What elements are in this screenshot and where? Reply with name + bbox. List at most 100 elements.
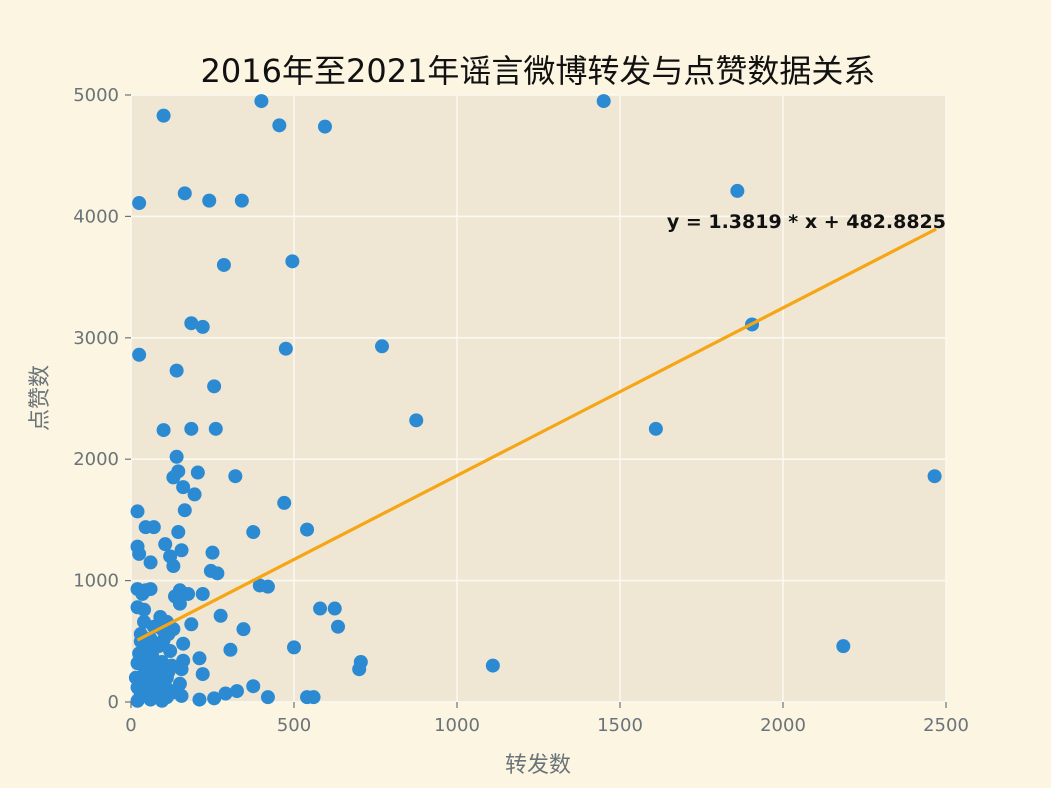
data-point	[184, 617, 199, 632]
data-point	[141, 661, 156, 676]
data-point	[177, 503, 192, 518]
data-point	[171, 525, 186, 540]
data-point	[163, 644, 178, 659]
data-point	[236, 622, 251, 637]
data-point	[596, 94, 611, 109]
data-point	[130, 693, 145, 708]
data-point	[177, 186, 192, 201]
y-axis-ticks: 0 1000 2000 3000 4000 5000	[73, 85, 131, 713]
data-point	[195, 319, 210, 334]
data-point	[164, 658, 179, 673]
data-point	[207, 691, 222, 706]
data-point	[234, 193, 249, 208]
data-point	[192, 651, 207, 666]
data-point	[260, 579, 275, 594]
data-point	[223, 642, 238, 657]
data-point	[216, 257, 231, 272]
data-point	[317, 119, 332, 134]
data-points	[128, 94, 942, 708]
data-point	[187, 487, 202, 502]
data-point	[246, 525, 261, 540]
data-point	[285, 254, 300, 269]
data-point	[306, 690, 321, 705]
y-tick-label: 0	[108, 692, 119, 713]
data-point	[184, 316, 199, 331]
y-axis-label: 点赞数	[28, 365, 53, 431]
data-point	[166, 470, 181, 485]
data-point	[260, 690, 275, 705]
data-point	[836, 639, 851, 654]
data-point	[172, 596, 187, 611]
data-point	[246, 679, 261, 694]
data-point	[158, 679, 173, 694]
regression-line	[136, 227, 937, 642]
data-point	[156, 423, 171, 438]
y-tick-label: 1000	[73, 571, 119, 592]
x-tick-label: 500	[277, 715, 311, 736]
data-point	[313, 601, 328, 616]
data-point	[138, 681, 153, 696]
data-point	[156, 108, 171, 123]
data-point	[205, 545, 220, 560]
x-tick-label: 1000	[434, 715, 480, 736]
y-tick-label: 4000	[73, 206, 119, 227]
data-point	[128, 670, 143, 685]
x-tick-label: 2000	[760, 715, 806, 736]
data-point	[375, 339, 390, 354]
data-point	[184, 421, 199, 436]
fit-equation-label: y = 1.3819 * x + 482.8825	[667, 211, 946, 233]
data-point	[202, 193, 217, 208]
data-point	[174, 543, 189, 558]
x-tick-label: 0	[125, 715, 136, 736]
data-point	[146, 520, 161, 535]
data-point	[132, 347, 147, 362]
data-point	[352, 662, 367, 677]
data-point	[730, 183, 745, 198]
data-point	[169, 363, 184, 378]
data-point	[208, 421, 223, 436]
y-tick-label: 2000	[73, 449, 119, 470]
x-axis-ticks: 0 500 1000 1500 2000 2500	[125, 702, 969, 736]
data-point	[166, 559, 181, 574]
data-point	[130, 504, 145, 519]
data-point	[195, 586, 210, 601]
data-point	[132, 546, 147, 561]
data-point	[331, 619, 346, 634]
data-point	[213, 608, 228, 623]
y-tick-label: 5000	[73, 85, 119, 106]
data-point	[169, 449, 184, 464]
data-point	[327, 601, 342, 616]
x-axis-label: 转发数	[505, 753, 571, 778]
data-point	[272, 118, 287, 133]
data-point	[277, 495, 292, 510]
data-point	[228, 469, 243, 484]
data-point	[210, 566, 225, 581]
data-point	[176, 636, 191, 651]
y-tick-label: 3000	[73, 328, 119, 349]
x-tick-label: 1500	[597, 715, 643, 736]
x-tick-label: 2500	[923, 715, 969, 736]
data-point	[174, 688, 189, 703]
data-point	[409, 413, 424, 428]
data-point	[176, 480, 191, 495]
data-point	[192, 692, 207, 707]
data-point	[485, 658, 500, 673]
chart-title: 2016年至2021年谣言微博转发与点赞数据关系	[201, 52, 876, 90]
data-point	[300, 522, 315, 537]
data-point	[278, 341, 293, 356]
data-point	[132, 646, 147, 661]
data-point	[158, 537, 173, 552]
data-point	[135, 586, 150, 601]
data-point	[218, 686, 233, 701]
data-point	[207, 379, 222, 394]
data-point	[195, 667, 210, 682]
data-point	[143, 555, 158, 570]
regression-line-group	[136, 227, 937, 642]
plot-area	[131, 95, 946, 702]
data-point	[190, 465, 205, 480]
data-point	[254, 94, 269, 109]
data-point	[181, 586, 196, 601]
data-point	[137, 602, 152, 617]
data-point	[132, 196, 147, 211]
